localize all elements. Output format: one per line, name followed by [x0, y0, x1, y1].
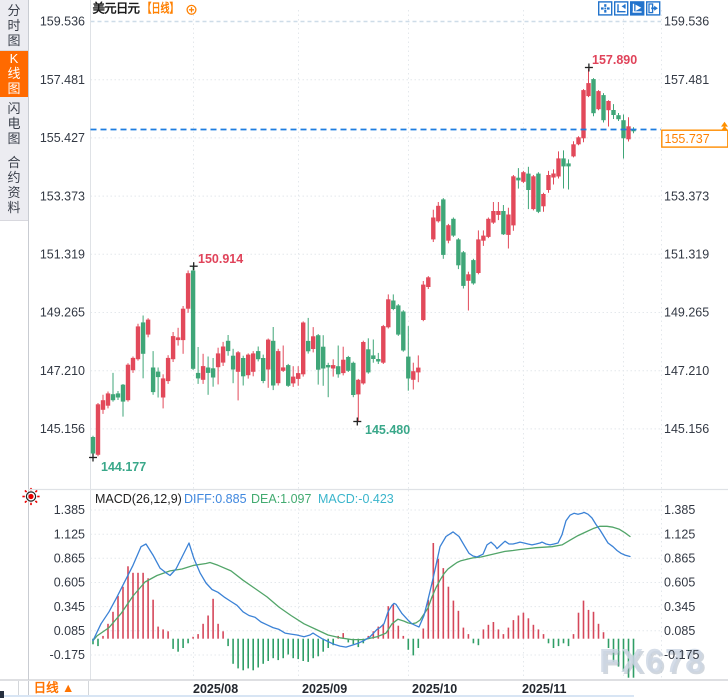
svg-text:155.737: 155.737 — [665, 132, 710, 146]
svg-text:147.210: 147.210 — [664, 364, 709, 378]
svg-text:1.125: 1.125 — [54, 527, 85, 541]
svg-text:155.427: 155.427 — [40, 131, 85, 145]
svg-text:【日线】: 【日线】 — [143, 1, 179, 16]
svg-text:1.125: 1.125 — [664, 527, 695, 541]
svg-text:157.481: 157.481 — [40, 73, 85, 87]
svg-text:149.265: 149.265 — [40, 306, 85, 320]
svg-text:145.156: 145.156 — [40, 422, 85, 436]
svg-text:157.481: 157.481 — [664, 73, 709, 87]
svg-text:153.373: 153.373 — [664, 189, 709, 203]
svg-text:145.480: 145.480 — [365, 423, 410, 437]
svg-text:150.914: 150.914 — [198, 252, 243, 266]
svg-text:0.605: 0.605 — [54, 576, 85, 590]
svg-text:MACD:-0.423: MACD:-0.423 — [318, 492, 394, 506]
svg-text:1.385: 1.385 — [664, 503, 695, 517]
svg-text:DEA:1.097: DEA:1.097 — [251, 492, 312, 506]
svg-text:153.373: 153.373 — [40, 189, 85, 203]
svg-text:0.345: 0.345 — [54, 600, 85, 614]
svg-text:DIFF:0.885: DIFF:0.885 — [184, 492, 247, 506]
svg-text:144.177: 144.177 — [101, 460, 146, 474]
svg-text:1.385: 1.385 — [54, 503, 85, 517]
svg-text:157.890: 157.890 — [592, 53, 637, 67]
svg-text:145.156: 145.156 — [664, 422, 709, 436]
svg-text:151.319: 151.319 — [664, 248, 709, 262]
svg-text:0.085: 0.085 — [664, 624, 695, 638]
svg-text:159.536: 159.536 — [664, 15, 709, 29]
svg-text:0.345: 0.345 — [664, 600, 695, 614]
svg-text:0.865: 0.865 — [54, 552, 85, 566]
svg-text:-0.175: -0.175 — [664, 648, 699, 662]
svg-text:美元日元: 美元日元 — [93, 1, 141, 16]
svg-text:FX678: FX678 — [599, 643, 705, 680]
svg-text:149.265: 149.265 — [664, 306, 709, 320]
svg-text:0.605: 0.605 — [664, 576, 695, 590]
svg-text:-0.175: -0.175 — [50, 648, 85, 662]
svg-text:159.536: 159.536 — [40, 15, 85, 29]
svg-text:MACD(26,12,9): MACD(26,12,9) — [95, 492, 182, 506]
svg-text:151.319: 151.319 — [40, 248, 85, 262]
svg-text:147.210: 147.210 — [40, 364, 85, 378]
svg-text:0.085: 0.085 — [54, 624, 85, 638]
svg-text:0.865: 0.865 — [664, 552, 695, 566]
